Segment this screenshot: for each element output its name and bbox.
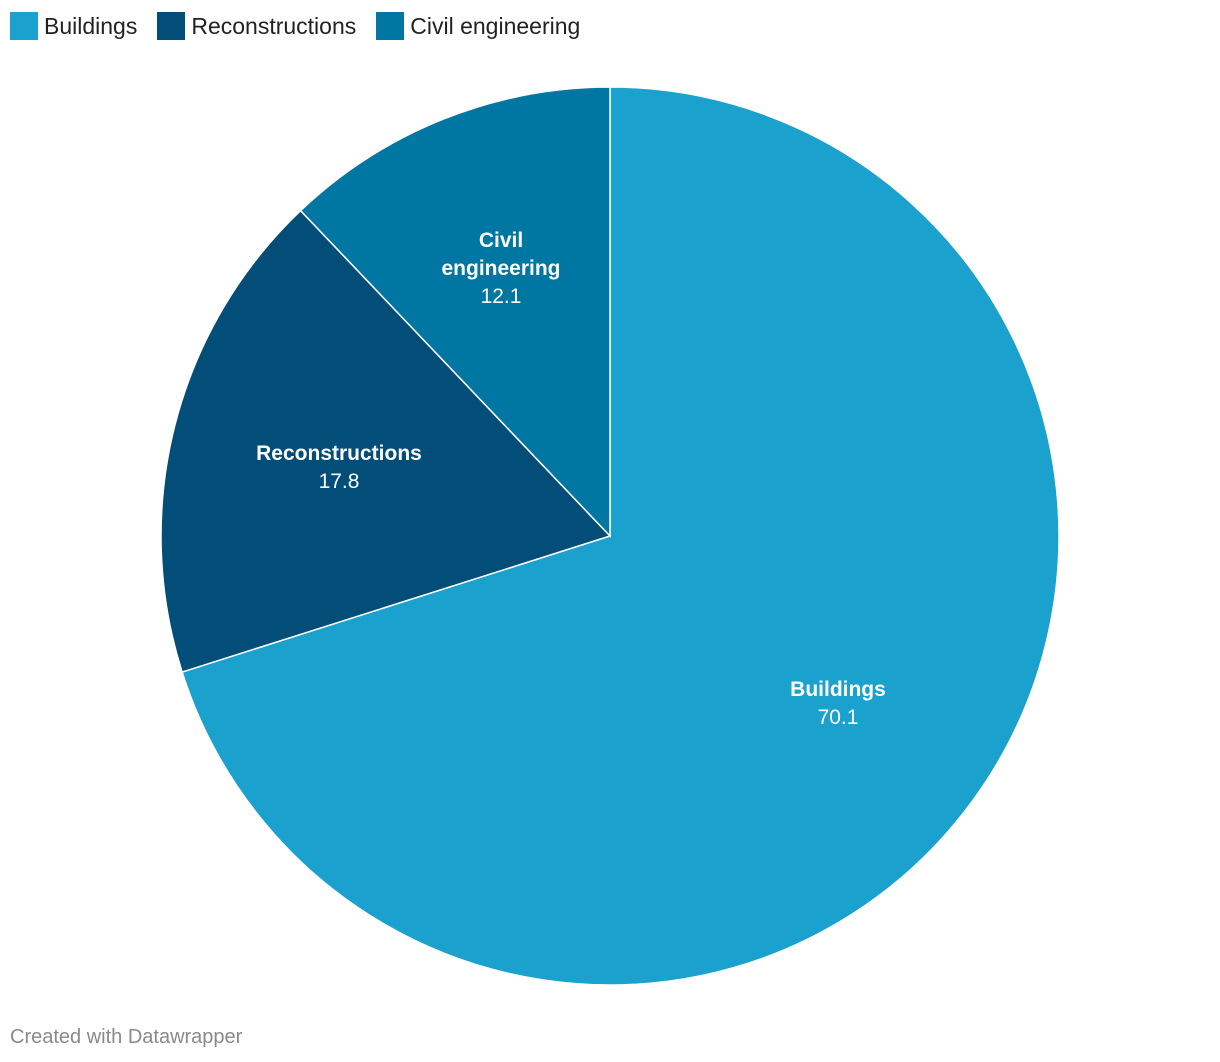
legend-swatch-civil-engineering <box>376 12 405 40</box>
slice-label-civil-engineering-line-1: Civil <box>479 229 523 252</box>
legend: Buildings Reconstructions Civil engineer… <box>10 12 600 40</box>
legend-item-buildings: Buildings <box>10 12 137 40</box>
slice-label-buildings: Buildings <box>790 678 886 701</box>
legend-label-buildings: Buildings <box>44 12 138 39</box>
legend-swatch-reconstructions <box>157 12 186 40</box>
slice-value-buildings: 70.1 <box>818 706 859 729</box>
slice-label-reconstructions: Reconstructions <box>256 442 422 465</box>
legend-swatch-buildings <box>10 12 38 40</box>
slice-value-civil-engineering: 12.1 <box>481 285 522 308</box>
legend-item-civil-engineering: Civil engineering <box>376 12 580 40</box>
datawrapper-credit: Created with Datawrapper <box>10 1026 243 1048</box>
pie-slice-reconstructions <box>160 209 612 674</box>
legend-label-reconstructions: Reconstructions <box>191 12 357 39</box>
legend-label-civil-engineering: Civil engineering <box>410 12 581 39</box>
slice-value-reconstructions: 17.8 <box>319 470 360 493</box>
pie-slice-civil-engineering <box>299 86 611 538</box>
pie-slice-buildings <box>181 86 1060 986</box>
legend-item-reconstructions: Reconstructions <box>157 12 356 40</box>
slice-label-civil-engineering-line-2: engineering <box>441 257 560 280</box>
